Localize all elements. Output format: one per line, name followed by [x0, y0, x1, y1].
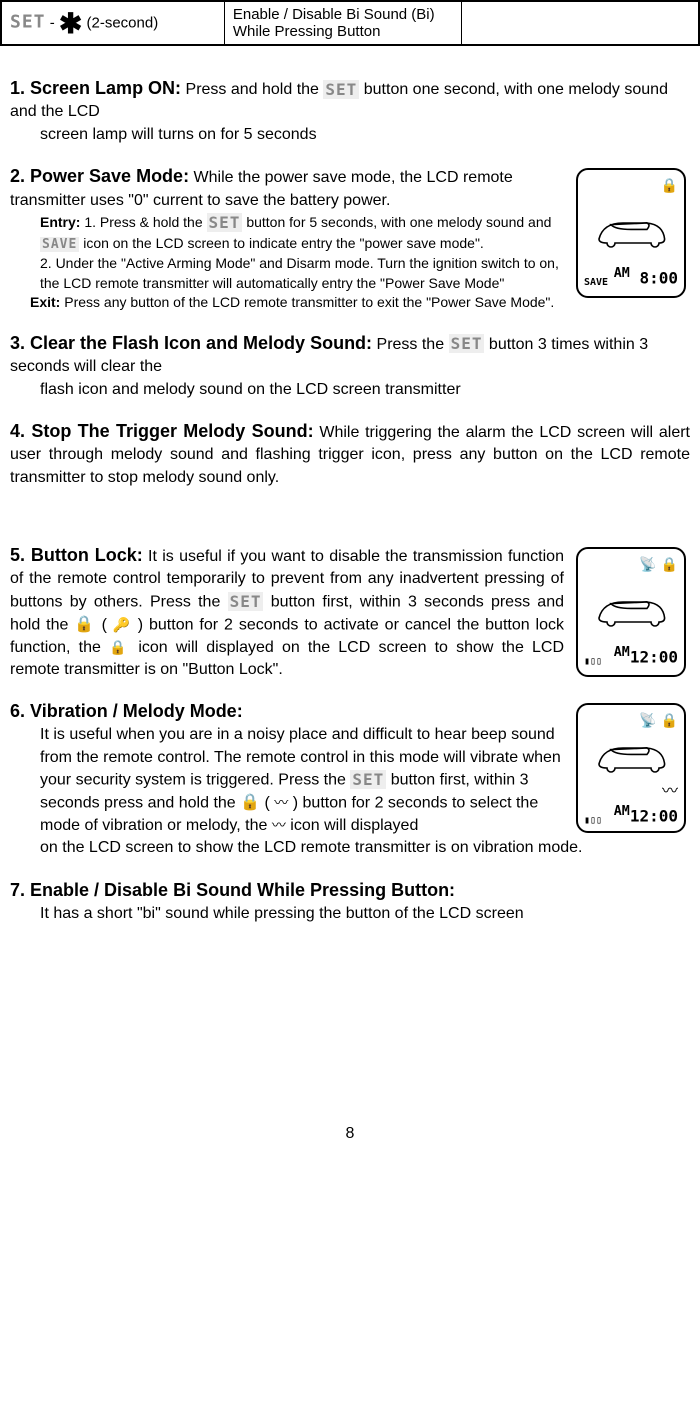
- lcd-figure-1: 🔒 SAVE AM 8:00: [576, 168, 686, 298]
- set-label: SET: [10, 11, 46, 32]
- section-2: 🔒 SAVE AM 8:00 2. Power Save Mode: While…: [10, 164, 690, 313]
- section-6: 📡 🔒 〰 ▮▯▯ AM12:00 6. Vibration / Melody …: [10, 699, 690, 859]
- section-5: 📡 🔒 ▮▯▯ AM12:00 5. Button Lock: It is us…: [10, 543, 690, 681]
- lcd-figure-3: 📡 🔒 〰 ▮▯▯ AM12:00: [576, 703, 686, 833]
- header-cell-2: Enable / Disable Bi Sound (Bi) While Pre…: [224, 1, 461, 45]
- section-1-title: 1. Screen Lamp ON:: [10, 78, 181, 98]
- lock-icon: 🔒: [109, 638, 130, 654]
- car-icon: [584, 575, 678, 645]
- lock-icon: 🔒: [74, 616, 95, 633]
- car-icon: [584, 731, 678, 781]
- antenna-icon: 📡: [639, 555, 656, 575]
- set-icon: SET: [449, 334, 485, 353]
- section-7-title: 7. Enable / Disable Bi Sound While Press…: [10, 878, 690, 903]
- section-2-title: 2. Power Save Mode:: [10, 166, 189, 186]
- lock-icon: 🔒: [240, 794, 260, 811]
- header-table: SET - ✱ (2-second) Enable / Disable Bi S…: [0, 0, 700, 46]
- header-suffix: (2-second): [87, 14, 159, 31]
- antenna-icon: 📡: [639, 711, 656, 731]
- section-4-title: 4. Stop The Trigger Melody Sound:: [10, 421, 314, 441]
- asterisk-icon: ✱: [59, 8, 82, 39]
- wave-icon: 〰: [274, 794, 288, 810]
- dash: -: [50, 14, 59, 31]
- set-icon: SET: [228, 592, 264, 611]
- header-cell-1: SET - ✱ (2-second): [1, 1, 224, 45]
- section-3-title: 3. Clear the Flash Icon and Melody Sound…: [10, 333, 372, 353]
- save-label: SAVE: [584, 276, 608, 290]
- lcd-figure-2: 📡 🔒 ▮▯▯ AM12:00: [576, 547, 686, 677]
- section-4: 4. Stop The Trigger Melody Sound: While …: [10, 419, 690, 489]
- lock-icon: 🔒: [661, 555, 678, 575]
- wave-icon: 〰: [662, 783, 678, 800]
- header-cell-3: [462, 1, 699, 45]
- section-3: 3. Clear the Flash Icon and Melody Sound…: [10, 331, 690, 401]
- wave-icon: 〰: [272, 817, 286, 833]
- car-icon: [584, 196, 678, 266]
- set-icon: SET: [207, 213, 243, 232]
- set-icon: SET: [350, 770, 386, 789]
- key-icon: 🔑: [113, 616, 132, 632]
- set-icon: SET: [323, 80, 359, 99]
- section-5-title: 5. Button Lock:: [10, 545, 143, 565]
- lock-icon: 🔒: [661, 176, 678, 196]
- page-number: 8: [10, 1125, 690, 1143]
- section-7: 7. Enable / Disable Bi Sound While Press…: [10, 878, 690, 926]
- save-icon: SAVE: [40, 237, 79, 252]
- section-1: 1. Screen Lamp ON: Press and hold the SE…: [10, 76, 690, 146]
- lock-icon: 🔒: [661, 711, 678, 731]
- battery-icon: ▮▯▯: [584, 814, 602, 828]
- battery-icon: ▮▯▯: [584, 655, 602, 669]
